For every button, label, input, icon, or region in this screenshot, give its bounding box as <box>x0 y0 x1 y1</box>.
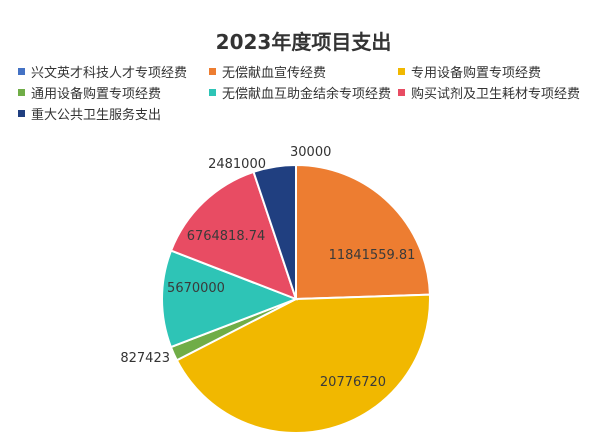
legend-swatch <box>18 68 25 75</box>
legend-swatch <box>398 68 405 75</box>
slice-value-label: 5670000 <box>167 281 225 296</box>
pie-slice <box>169 170 298 301</box>
pie-slice <box>252 163 297 300</box>
legend-label: 兴文英才科技人才专项经费 <box>31 66 188 81</box>
legend-item: 重大公共卫生服务支出 <box>18 108 161 124</box>
pie-slice <box>295 163 431 301</box>
legend-item: 通用设备购置专项经费 <box>18 87 161 103</box>
legend-item: 无偿献血宣传经费 <box>209 66 326 82</box>
legend-item: 无偿献血互助金结余专项经费 <box>209 87 391 103</box>
slice-value-label: 6764818.74 <box>187 229 266 244</box>
slice-value-label: 827423 <box>120 351 170 366</box>
legend-label: 无偿献血宣传经费 <box>222 66 327 81</box>
legend-item: 购买试剂及卫生耗材专项经费 <box>398 87 580 103</box>
legend-label: 通用设备购置专项经费 <box>31 87 162 102</box>
legend-swatch <box>398 89 405 96</box>
pie-slice <box>175 293 431 434</box>
legend-label: 购买试剂及卫生耗材专项经费 <box>411 87 581 102</box>
legend-item: 兴文英才科技人才专项经费 <box>18 66 187 82</box>
legend-label: 专用设备购置专项经费 <box>411 66 542 81</box>
legend-swatch <box>18 110 25 117</box>
legend-swatch <box>18 89 25 96</box>
legend-item: 专用设备购置专项经费 <box>398 66 541 82</box>
slice-value-label: 20776720 <box>320 375 386 390</box>
legend-swatch <box>209 68 216 75</box>
pie-slice <box>161 249 299 349</box>
chart-title: 2023年度项目支出 <box>215 30 392 54</box>
slice-value-label: 30000 <box>290 145 331 160</box>
legend-label: 无偿献血互助金结余专项经费 <box>222 87 392 102</box>
legend-label: 重大公共卫生服务支出 <box>31 108 162 123</box>
slice-value-label: 11841559.81 <box>329 248 416 263</box>
slice-value-label: 2481000 <box>208 157 266 172</box>
legend-swatch <box>209 89 216 96</box>
